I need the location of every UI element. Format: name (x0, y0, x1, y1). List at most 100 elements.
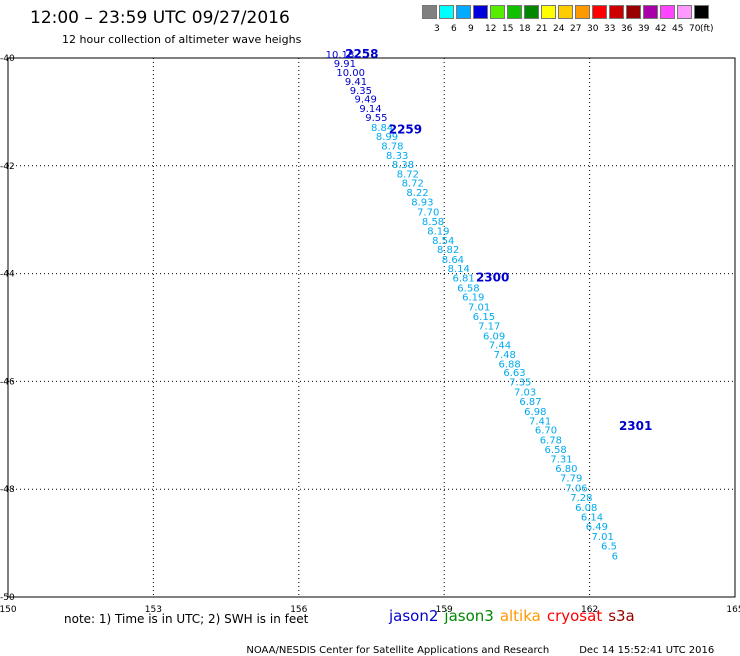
scale-label: 3 (434, 24, 440, 34)
scale-swatch (643, 5, 658, 19)
wave-height-value: 9.91 (334, 59, 356, 70)
satellite-legend: jason2 jason3 altika cryosat s3a (389, 607, 641, 625)
scale-unit: (ft) (700, 24, 714, 34)
wave-height-value: 7.06 (565, 483, 587, 494)
wave-height-value: 6.14 (581, 512, 603, 523)
wave-height-value: 6.5 (601, 542, 617, 553)
scale-label: 42 (655, 24, 667, 34)
wave-height-value: 8.64 (442, 255, 464, 266)
wave-height-value: 6.49 (586, 522, 608, 533)
scale-swatch (422, 5, 437, 19)
wave-height-value: 9.49 (355, 95, 377, 106)
scale-label: 33 (604, 24, 616, 34)
wave-height-value: 10.18 (326, 50, 355, 61)
scale-swatch (439, 5, 454, 19)
wave-height-value: 9.55 (365, 113, 387, 124)
wave-height-value: 8.99 (376, 132, 398, 143)
wave-height-value: 7.01 (468, 302, 490, 313)
scale-swatch (541, 5, 556, 19)
wave-height-value: 7.01 (592, 532, 614, 543)
wave-height-value: 6.78 (540, 435, 562, 446)
scale-swatch (524, 5, 539, 19)
longitude-tick-label: 159 (436, 605, 453, 615)
scale-label: 45 (672, 24, 684, 34)
wave-height-value: 8.84 (371, 123, 393, 134)
wave-height-value: 6.70 (535, 426, 557, 437)
satellite-s3a: s3a (608, 607, 635, 625)
scale-label: 36 (621, 24, 633, 34)
scale-swatch (575, 5, 590, 19)
wave-height-value: 6.09 (483, 331, 505, 342)
wave-height-value: 6.58 (457, 283, 479, 294)
longitude-tick-label: 165 (726, 605, 740, 615)
wave-height-value: 9.14 (359, 104, 381, 115)
time-label: 2259 (389, 122, 422, 136)
wave-height-value: 7.79 (560, 474, 582, 485)
scale-swatch (660, 5, 675, 19)
scale-swatch (507, 5, 522, 19)
scale-swatch (490, 5, 505, 19)
wave-height-value: 7.44 (489, 341, 511, 352)
wave-height-value: 7.35 (509, 378, 531, 389)
scale-label: 24 (553, 24, 565, 34)
satellite-altika: altika (499, 607, 541, 625)
scale-swatch (677, 5, 692, 19)
wave-height-value: 7.41 (529, 417, 551, 428)
scale-swatch (626, 5, 641, 19)
satellite-jason3: jason3 (444, 607, 494, 625)
wave-height-value: 6.81 (452, 274, 474, 285)
wave-height-value: 6.15 (473, 312, 495, 323)
latitude-tick-label: -46 (0, 377, 15, 387)
scale-label: 18 (519, 24, 531, 34)
satellite-jason2: jason2 (389, 607, 439, 625)
latitude-tick-label: -48 (0, 485, 15, 495)
scale-swatch (473, 5, 488, 19)
wave-height-value: 8.72 (402, 178, 424, 189)
scale-label: 30 (587, 24, 599, 34)
wave-height-value: 6.88 (498, 359, 520, 370)
longitude-tick-label: 156 (290, 605, 307, 615)
scale-label: 70 (689, 24, 701, 34)
longitude-tick-label: 162 (581, 605, 598, 615)
wave-height-value: 8.58 (422, 217, 444, 228)
longitude-tick-label: 153 (145, 605, 162, 615)
longitude-tick-label: 150 (0, 605, 17, 615)
scale-label: 39 (638, 24, 650, 34)
wave-height-value: 7.31 (550, 454, 572, 465)
map-subtitle: 12 hour collection of altimeter wave hei… (62, 33, 302, 46)
wave-height-value: 10.00 (336, 68, 365, 79)
satellite-cryosat: cryosat (546, 607, 603, 625)
wave-height-value: 7.70 (417, 207, 439, 218)
map-title: 12:00 – 23:59 UTC 09/27/2016 (30, 8, 290, 28)
scale-label: 12 (485, 24, 497, 34)
wave-height-value: 8.14 (448, 264, 470, 275)
credit-timestamp: Dec 14 15:52:41 UTC 2016 (579, 645, 715, 656)
scale-label: 15 (502, 24, 514, 34)
scale-swatch (609, 5, 624, 19)
wave-height-value: 8.22 (406, 188, 428, 199)
wave-height-value: 8.72 (397, 170, 419, 181)
wave-height-value: 7.48 (494, 350, 516, 361)
wave-height-value: 8.78 (381, 142, 403, 153)
wave-height-value: 6.80 (555, 464, 577, 475)
wave-height-value: 6.63 (503, 368, 525, 379)
wave-height-value: 8.19 (427, 226, 449, 237)
scale-swatch (558, 5, 573, 19)
credit-line: NOAA/NESDIS Center for Satellite Applica… (240, 634, 740, 656)
wave-height-value: 7.28 (570, 493, 592, 504)
wave-height-value: 8.38 (392, 160, 414, 171)
scale-label: 6 (451, 24, 457, 34)
latitude-tick-label: -40 (0, 54, 15, 64)
wave-height-value: 6.87 (519, 397, 541, 408)
latitude-tick-label: -50 (0, 593, 15, 603)
wave-height-value: 6 (612, 551, 618, 562)
wave-height-value: 8.33 (386, 151, 408, 162)
map-frame (7, 57, 736, 598)
wave-height-value: 6.58 (545, 445, 567, 456)
latitude-tick-label: -42 (0, 162, 15, 172)
scale-swatch (592, 5, 607, 19)
note-text: note: 1) Time is in UTC; 2) SWH is in fe… (64, 612, 309, 626)
wave-height-value: 8.54 (432, 236, 454, 247)
scale-swatch (456, 5, 471, 19)
